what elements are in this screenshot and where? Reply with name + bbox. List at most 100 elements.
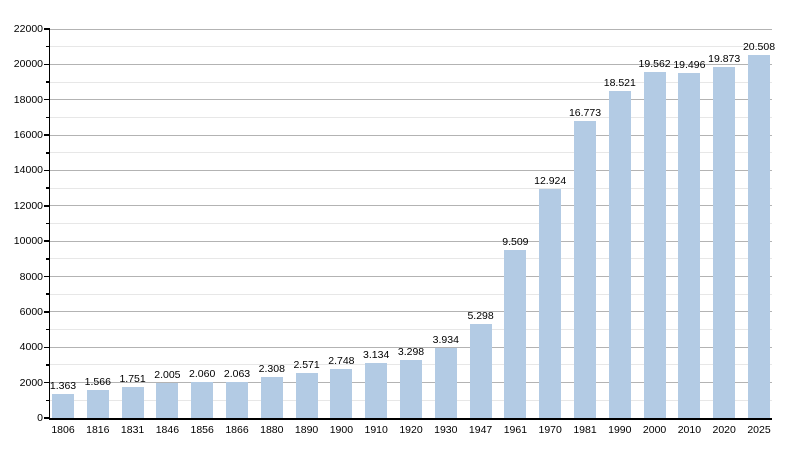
bar-value-label: 1.363 (49, 379, 77, 392)
gridline-minor (50, 152, 772, 154)
x-axis-tick-label: 1816 (86, 424, 110, 436)
x-axis-tick-label: 1930 (434, 424, 458, 436)
gridline-major (50, 63, 772, 65)
gridline-minor (50, 46, 772, 48)
bar-1920 (400, 359, 422, 418)
bar-value-label: 12.924 (534, 175, 567, 188)
y-axis-tick-label: 2000 (19, 376, 43, 389)
bar-1846 (156, 382, 179, 418)
x-axis-tick-label: 2025 (747, 424, 771, 436)
y-axis-major-tick (44, 98, 50, 101)
gridline-major (50, 276, 772, 278)
bar-2020 (713, 66, 736, 418)
bar-1910 (365, 362, 388, 418)
gridline-minor (50, 293, 772, 295)
y-axis-major-tick (44, 134, 50, 136)
gridline-major (50, 205, 772, 207)
bar-value-label: 3.134 (363, 348, 390, 361)
y-axis-minor-tick (46, 222, 50, 225)
y-axis-minor-tick (46, 187, 50, 189)
gridline-major (50, 240, 772, 242)
bar-1981 (574, 121, 596, 418)
gridline-minor (50, 187, 772, 189)
x-axis-tick-label: 1961 (503, 424, 528, 436)
y-axis-tick-label: 10000 (13, 235, 43, 248)
gridline-minor (50, 258, 772, 260)
bar-value-label: 19.562 (638, 58, 671, 71)
gridline-major (50, 28, 772, 30)
x-axis-tick-label: 1947 (468, 424, 493, 436)
gridline-major (50, 99, 772, 101)
bar-value-label: 16.773 (568, 107, 602, 120)
bar-value-label: 20.508 (742, 41, 776, 54)
y-axis-minor-tick (46, 399, 50, 402)
bar-1880 (260, 377, 283, 418)
gridline-major (50, 311, 772, 313)
bar-2000 (643, 72, 666, 418)
y-axis-tick-label: 16000 (13, 129, 43, 142)
y-axis-tick-label: 0 (37, 412, 43, 424)
y-axis-tick-label: 18000 (13, 93, 43, 106)
gridline-major (50, 346, 772, 348)
bar-value-label: 2.308 (258, 363, 285, 376)
y-axis-major-tick (44, 63, 50, 66)
y-axis-major-tick (44, 205, 50, 207)
bar-2025 (748, 55, 770, 418)
x-axis-tick-label: 1831 (120, 424, 145, 436)
y-axis-minor-tick (46, 258, 50, 260)
bar-value-label: 9.509 (502, 235, 529, 248)
y-axis-major-tick (44, 417, 50, 419)
y-axis-minor-tick (46, 45, 50, 48)
bar-1890 (295, 372, 318, 418)
bar-value-label: 2.060 (189, 367, 216, 380)
x-axis-tick-label: 2020 (712, 424, 736, 436)
x-axis-tick-label: 1846 (155, 424, 180, 436)
y-axis-major-tick (44, 240, 50, 242)
bar-2010 (678, 73, 701, 418)
y-axis-tick-label: 20000 (13, 58, 43, 71)
x-axis-tick-label: 1900 (329, 424, 354, 436)
x-axis-tick-label: 1890 (294, 424, 319, 436)
bar-1961 (504, 249, 527, 418)
bar-value-label: 2.063 (223, 367, 251, 380)
bar-value-label: 1.566 (84, 376, 111, 389)
y-axis-minor-tick (46, 328, 50, 331)
y-axis-line (48, 28, 50, 418)
x-axis-tick-label: 1970 (538, 424, 562, 436)
bar-value-label: 2.748 (328, 355, 355, 368)
x-axis-tick-label: 1806 (51, 424, 75, 436)
y-axis-tick-label: 8000 (19, 270, 43, 283)
y-axis-major-tick (44, 311, 50, 313)
y-axis-major-tick (44, 346, 50, 349)
y-axis-major-tick (44, 169, 50, 172)
bar-1856 (191, 381, 214, 418)
bar-1990 (608, 90, 631, 418)
x-axis-tick-label: 1920 (399, 424, 423, 436)
x-axis-tick-label: 2010 (677, 424, 702, 436)
bar-1970 (539, 189, 562, 418)
x-axis-tick-label: 1990 (608, 424, 632, 436)
bar-1900 (330, 369, 353, 418)
y-axis-major-tick (44, 381, 50, 384)
y-axis-tick-label: 4000 (19, 341, 43, 354)
x-axis-tick-label: 1856 (190, 424, 214, 436)
gridline-minor (50, 81, 772, 83)
x-axis-tick-label: 2000 (642, 424, 667, 436)
y-axis-minor-tick (46, 81, 50, 83)
bar-value-label: 18.521 (603, 76, 636, 89)
y-axis-minor-tick (46, 116, 50, 119)
bar-1866 (226, 381, 248, 418)
bar-value-label: 2.571 (293, 358, 320, 371)
bar-1806 (52, 393, 74, 418)
y-axis-tick-label: 12000 (13, 199, 43, 212)
bar-1930 (434, 348, 457, 418)
bar-1947 (469, 324, 492, 418)
y-axis-major-tick (44, 28, 50, 30)
bar-1831 (121, 387, 144, 418)
gridline-minor (50, 329, 772, 331)
bar-value-label: 19.873 (708, 52, 741, 65)
x-axis-tick-label: 1880 (260, 424, 284, 436)
y-axis-minor-tick (46, 364, 50, 366)
bar-value-label: 5.298 (467, 310, 494, 323)
